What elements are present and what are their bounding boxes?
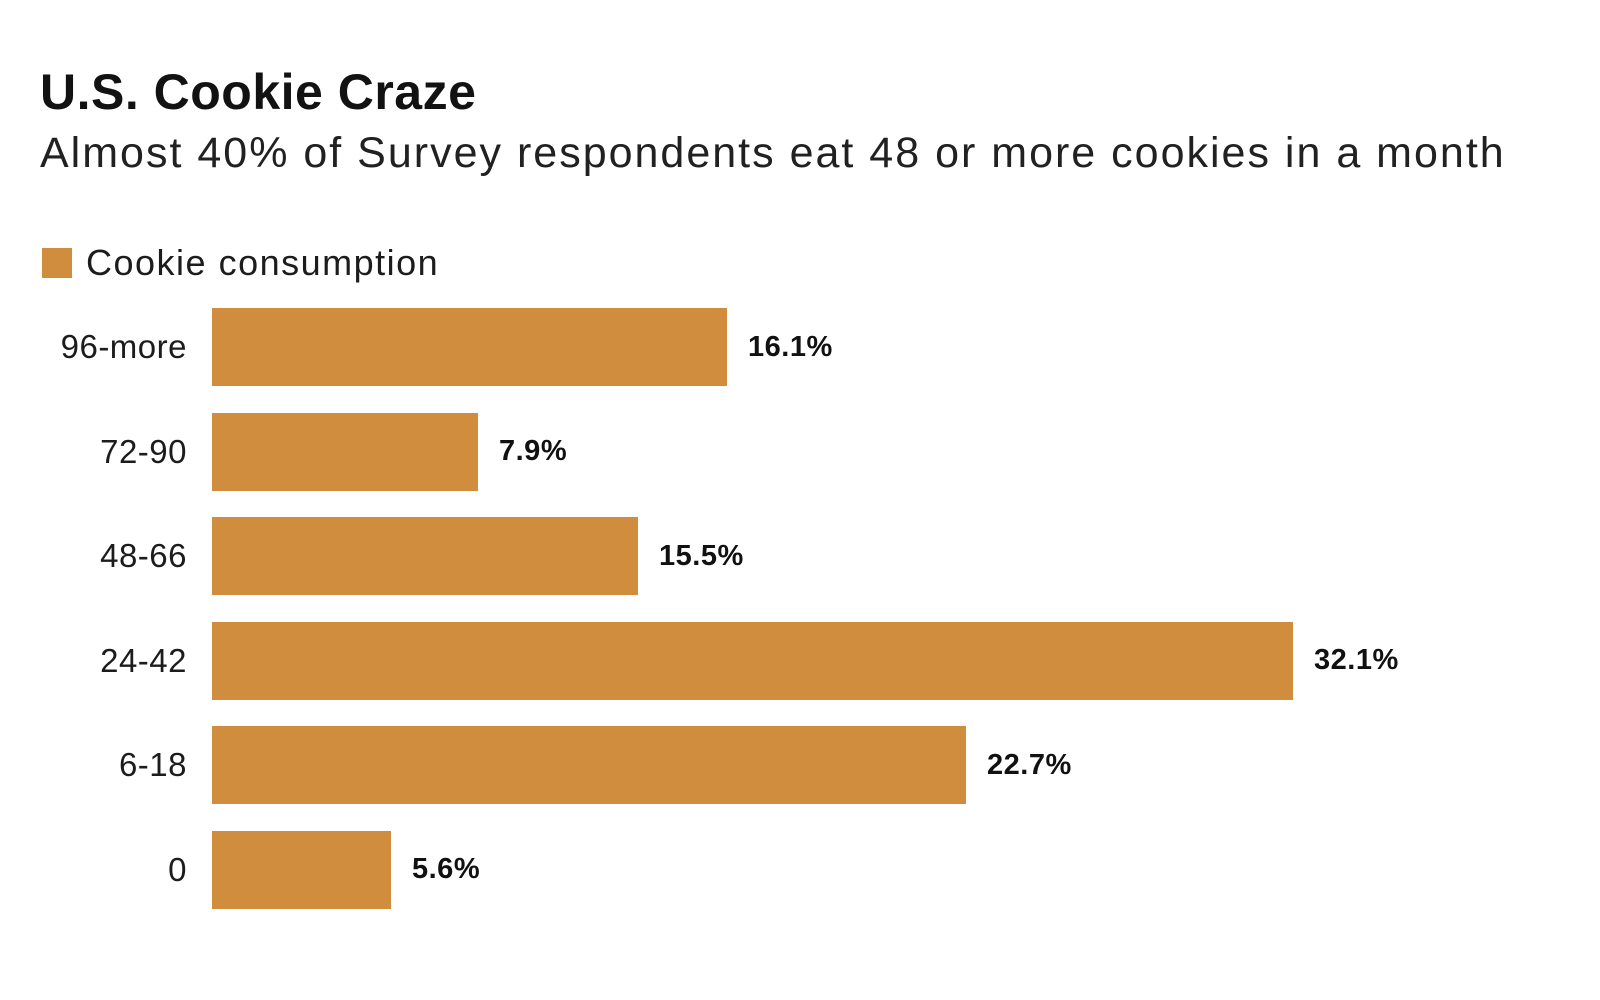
legend-label: Cookie consumption [86,242,440,283]
bar-chart: 96-more 16.1% 72-90 7.9% 48-66 15.5% 24-… [40,308,1580,909]
page-title: U.S. Cookie Craze [40,64,477,120]
bar-row: 24-42 32.1% [40,621,1580,700]
category-label: 72-90 [100,432,187,470]
value-label: 15.5% [659,539,744,572]
value-label: 16.1% [748,330,833,363]
value-label: 7.9% [499,435,568,467]
category-label: 0 [168,850,187,888]
bar [212,621,1293,700]
bar-row: 48-66 15.5% [40,517,1580,595]
value-label: 22.7% [987,748,1072,781]
legend-swatch-icon [42,248,72,278]
category-label: 24-42 [100,641,187,679]
bar-row: 72-90 7.9% [40,412,1580,491]
bar [212,308,727,386]
category-label: 6-18 [118,746,187,783]
category-label: 48-66 [100,537,187,574]
value-label: 32.1% [1314,644,1399,676]
bar-row: 6-18 22.7% [40,726,1580,804]
category-label: 96-more [60,328,187,365]
page-subtitle: Almost 40% of Survey respondents eat 48 … [40,129,1506,177]
bar [212,830,391,909]
bar [212,726,966,804]
value-label: 5.6% [412,853,481,885]
bar-row: 0 5.6% [40,830,1580,909]
bar-row: 96-more 16.1% [40,308,1580,386]
legend: Cookie consumption [42,242,440,283]
bar [212,412,478,491]
bar [212,517,638,595]
